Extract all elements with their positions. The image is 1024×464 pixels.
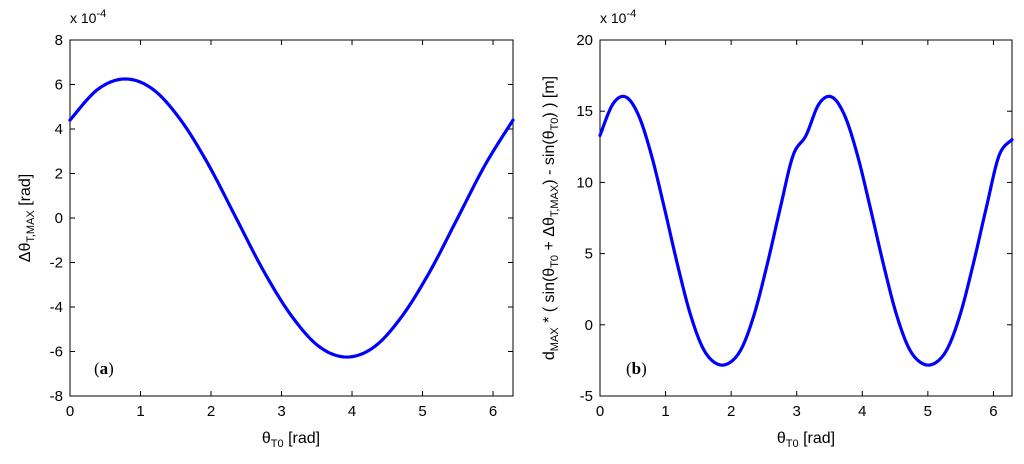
panel-b-xtick-label-4: 4	[858, 403, 866, 420]
panel-b-ylabel-part-3: T0	[549, 255, 561, 268]
panel-a-ytick-label-8: 8	[55, 32, 63, 49]
panel-b-ylabel-part-2: * ( sin(θ	[541, 268, 558, 328]
panel-a-letter: a	[100, 359, 109, 378]
panel-a-curve	[68, 77, 515, 359]
panel-a-ytick-label-4: 0	[55, 210, 63, 227]
panel-b-ylabel-part-8: ) ) [m]	[541, 76, 558, 118]
panel-b-xtick-label-2: 2	[727, 403, 735, 420]
panel-a-ytick-label-7: 6	[55, 77, 63, 94]
panel-a-plot-area	[69, 39, 514, 397]
panel-b-ylabel-part-6: ) - sin(θ	[541, 130, 558, 184]
panel-b-ytick-label-2: 5	[585, 246, 593, 263]
panel-a-xtick-label-3: 3	[277, 403, 285, 420]
panel-b-ylabel-part-0: d	[541, 351, 558, 360]
panel-b-ylabel: dMAX * ( sin(θT0 + ΔθT,MAX) - sin(θT0) )…	[541, 76, 561, 360]
svg-text:(a): (a)	[94, 359, 114, 378]
panel-b-xtick-label-1: 1	[661, 403, 669, 420]
panel-a-xtick-label-4: 4	[348, 403, 356, 420]
panel-b-xtick-label-5: 5	[924, 403, 932, 420]
panel-a-ytick-label-2: -4	[50, 299, 63, 316]
panel-b-xtick-label-6: 6	[989, 403, 997, 420]
panel-a-ytick-label-6: 4	[55, 121, 63, 138]
panel-a-ytick-label-1: -6	[50, 344, 63, 361]
panel-a-xtick-label-0: 0	[66, 403, 74, 420]
panel-b-xtick-label-0: 0	[596, 403, 604, 420]
panel-a-ticks: 0 1 2 3 4 5 6 -8 -6 -4 -2 0 2 4 6 8	[50, 32, 513, 420]
panel-b-ytick-label-3: 10	[576, 174, 593, 191]
panel-b-ylabel-part-7: T0	[549, 118, 561, 131]
panel-b-scale-note: x 10-4	[600, 8, 636, 26]
panel-b-plot-area	[599, 39, 1013, 397]
panel-a-ytick-label-5: 2	[55, 166, 63, 183]
panel-b-xtick-label-3: 3	[793, 403, 801, 420]
panel-b-ytick-label-1: 0	[585, 317, 593, 334]
panel-b-xlabel: θT0 [rad]	[777, 430, 835, 450]
panel-b-letter: b	[632, 359, 641, 378]
panel-a-xtick-label-2: 2	[207, 403, 215, 420]
panel-b-ylabel-part-5: T,MAX	[549, 184, 561, 217]
panel-a-ylabel: ΔθT,MAX [rad]	[17, 174, 37, 262]
panel-a-letter-group: (a)	[94, 359, 114, 378]
panel-b-ytick-label-0: -5	[580, 388, 593, 405]
panel-a-scale-note: x 10-4	[70, 8, 106, 26]
panel-b-ylabel-part-4: + Δθ	[541, 217, 558, 255]
panel-a-ytick-label-3: -2	[50, 255, 63, 272]
svg-text:(b): (b)	[626, 359, 647, 378]
panel-b-curve	[598, 94, 1014, 367]
panel-b-ylabel-part-1: MAX	[549, 327, 561, 352]
panel-a: 0 1 2 3 4 5 6 -8 -6 -4 -2 0 2 4 6 8 (a) x 10-4 θT0 [rad…	[17, 8, 515, 450]
panel-a-xtick-label-6: 6	[489, 403, 497, 420]
panel-a-xtick-label-5: 5	[418, 403, 426, 420]
panel-b-letter-group: (b)	[626, 359, 647, 378]
panel-a-xtick-label-1: 1	[136, 403, 144, 420]
panel-b-ytick-label-4: 15	[576, 103, 593, 120]
panel-a-xlabel: θT0 [rad]	[262, 430, 320, 450]
panel-a-ytick-label-0: -8	[50, 388, 63, 405]
panel-b-ytick-label-5: 20	[576, 32, 593, 49]
